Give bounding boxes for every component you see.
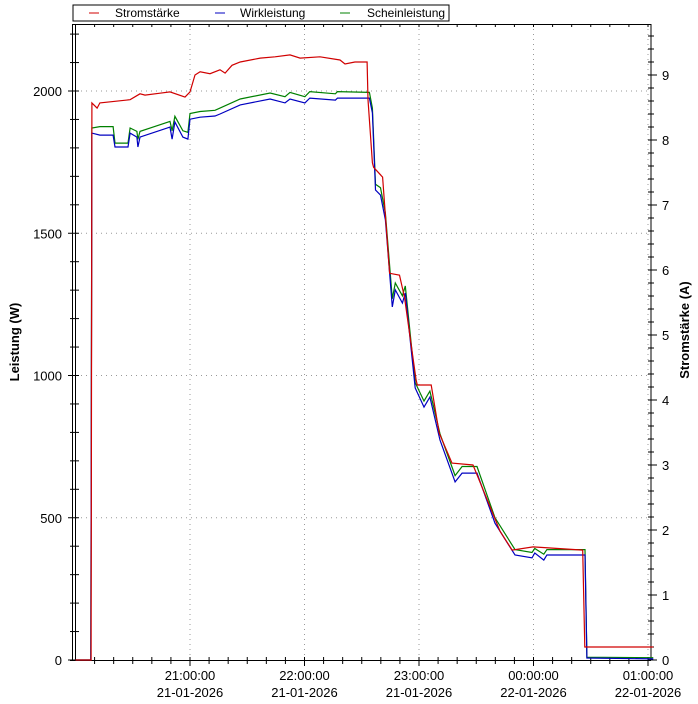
series-line-wirkleistung <box>75 97 654 661</box>
y-tick-label-left: 1500 <box>33 226 62 241</box>
y-tick-label-right: 1 <box>662 588 669 603</box>
y-tick-label-right: 5 <box>662 328 669 343</box>
y-tick-label-right: 2 <box>662 523 669 538</box>
y-tick-label-right: 9 <box>662 68 669 83</box>
series-line-stromstaerke <box>75 54 654 661</box>
x-tick-label-time: 22:00:00 <box>279 668 330 683</box>
y-tick-label-right: 7 <box>662 198 669 213</box>
x-tick-label-date: 21-01-2026 <box>157 685 224 700</box>
y-tick-label-right: 4 <box>662 393 669 408</box>
x-tick-label-date: 21-01-2026 <box>271 685 338 700</box>
y-axis-label-right: Stromstärke (A) <box>677 281 692 379</box>
series-group <box>75 54 654 661</box>
x-tick-label-time: 00:00:00 <box>508 668 559 683</box>
x-tick-label-time: 01:00:00 <box>623 668 674 683</box>
y-tick-label-right: 3 <box>662 458 669 473</box>
y-tick-label-right: 8 <box>662 133 669 148</box>
x-tick-label-time: 23:00:00 <box>394 668 445 683</box>
y-tick-label-left: 2000 <box>33 84 62 99</box>
series-line-scheinleistung <box>75 90 654 661</box>
axes: 0 500 1000 1500 2000 0 1 2 3 4 5 6 7 8 9 21:00:00 21-01-… <box>33 24 681 700</box>
y-tick-label-left: 0 <box>55 653 62 668</box>
legend-label-wirkleistung: Wirkleistung <box>240 6 305 20</box>
y-tick-label-right: 6 <box>662 263 669 278</box>
x-tick-label-date: 21-01-2026 <box>386 685 453 700</box>
grid-lines <box>76 24 651 660</box>
y-axis-label-left: Leistung (W) <box>7 303 22 382</box>
legend: Stromstärke Wirkleistung Scheinleistung <box>72 4 450 22</box>
x-tick-label-date: 22-01-2026 <box>500 685 567 700</box>
x-tick-label-date: 22-01-2026 <box>615 685 682 700</box>
y-tick-label-left: 500 <box>40 511 62 526</box>
legend-label-scheinleistung: Scheinleistung <box>367 6 445 20</box>
y-tick-label-right: 0 <box>662 653 669 668</box>
legend-label-stromstaerke: Stromstärke <box>115 6 180 20</box>
x-tick-label-time: 21:00:00 <box>165 668 216 683</box>
y-tick-label-left: 1000 <box>33 369 62 384</box>
